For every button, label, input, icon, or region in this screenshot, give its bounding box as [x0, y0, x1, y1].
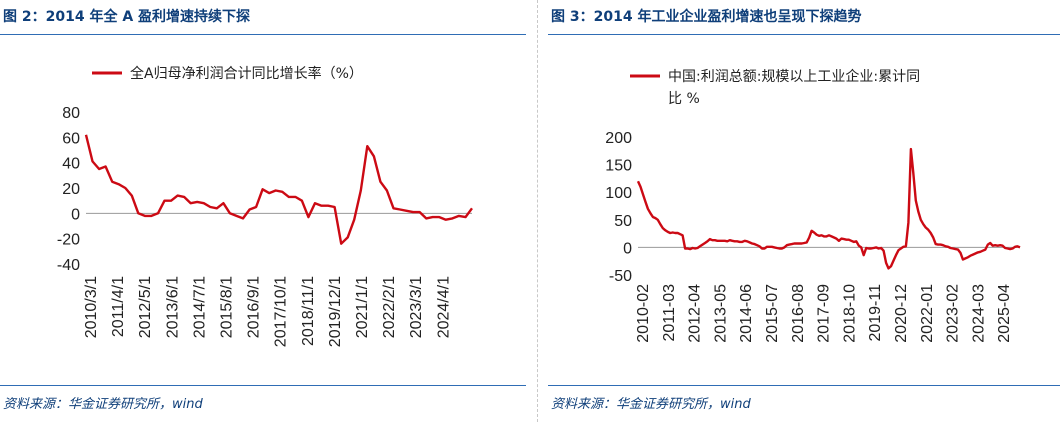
x-tick-label: 2010/3/1 [83, 276, 100, 338]
x-tick-label: 2014/7/1 [191, 276, 208, 338]
x-tick-label: 2020-12 [893, 284, 910, 343]
y-tick-label: 150 [605, 158, 632, 175]
y-tick-label: 0 [623, 240, 632, 257]
y-tick-label: 0 [71, 206, 80, 223]
figure-3-bottom-rule [548, 385, 1060, 386]
x-tick-label: 2017-09 [816, 284, 833, 343]
x-tick-label: 2022-01 [919, 284, 936, 343]
y-tick-label: -50 [609, 268, 632, 285]
figure-3-top-rule [548, 34, 1060, 35]
x-tick-label: 2022/2/1 [381, 276, 398, 338]
legend-label: 中国:利润总额:规模以上工业企业:累计同 [668, 68, 920, 85]
series-line [84, 134, 473, 245]
x-tick-label: 2019/12/1 [327, 276, 344, 347]
figure-3-title: 图 3：2014 年工业企业盈利增速也呈现下探趋势 [551, 9, 862, 25]
x-tick-label: 2021/1/1 [354, 276, 371, 338]
x-tick-label: 2019-11 [867, 284, 884, 342]
y-tick-label: 40 [62, 156, 80, 173]
figure-2-top-rule [0, 34, 526, 35]
x-tick-label: 2018/11/1 [300, 276, 317, 346]
x-tick-label: 2015/8/1 [219, 276, 236, 338]
x-tick-label: 2011-03 [661, 284, 678, 342]
y-tick-label: 20 [62, 181, 80, 198]
x-tick-label: 2015-07 [764, 284, 781, 343]
x-tick-label: 2010-02 [635, 284, 652, 343]
x-tick-label: 2023/3/1 [408, 276, 425, 338]
y-tick-label: 200 [605, 130, 632, 147]
x-tick-label: 2011/4/1 [110, 276, 127, 337]
legend-label: 全A归母净利润合计同比增长率（%） [130, 65, 363, 82]
figure-2-chart: 全A归母净利润合计同比增长率（%） 80 60 40 20 0 -20 -402010/3/1… [57, 65, 473, 347]
x-tick-label: 2012/5/1 [137, 276, 154, 338]
figure-2-source: 资料来源：华金证券研究所，wind [3, 397, 203, 412]
x-tick-label: 2025-04 [996, 284, 1013, 343]
figure-2-title: 图 2：2014 年全 A 盈利增速持续下探 [3, 9, 251, 25]
legend-label: 比 % [668, 91, 700, 107]
legend: 全A归母净利润合计同比增长率（%） [92, 65, 363, 82]
y-tick-label: 100 [605, 185, 632, 202]
y-tick-label: 50 [614, 213, 632, 230]
x-tick-label: 2018-10 [841, 284, 858, 343]
panel-divider [537, 0, 538, 422]
y-tick-label: 80 [62, 105, 80, 122]
figure-3-panel: 图 3：2014 年工业企业盈利增速也呈现下探趋势 中国:利润总额:规模以上工业… [548, 0, 1060, 422]
x-tick-label: 2016-08 [790, 284, 807, 343]
x-tick-label: 2023-02 [945, 284, 962, 343]
x-tick-label: 2024-03 [970, 284, 987, 343]
x-tick-label: 2013-05 [712, 284, 729, 343]
figure-2-panel: 图 2：2014 年全 A 盈利增速持续下探 全A归母净利润合计同比增长率（%）… [0, 0, 526, 422]
x-tick-label: 2012-04 [687, 284, 704, 343]
x-tick-label: 2014-06 [738, 284, 755, 343]
y-tick-label: -20 [57, 232, 80, 249]
x-tick-label: 2016/9/1 [246, 276, 263, 338]
y-tick-label: 60 [62, 130, 80, 147]
figure-2-bottom-rule [0, 385, 526, 386]
x-tick-label: 2013/6/1 [164, 276, 181, 338]
series-line [636, 147, 1021, 270]
figure-3-source: 资料来源：华金证券研究所，wind [551, 397, 751, 412]
x-tick-label: 2017/10/1 [273, 276, 290, 347]
y-tick-label: -40 [57, 257, 80, 274]
x-tick-label: 2024/4/1 [435, 276, 452, 338]
